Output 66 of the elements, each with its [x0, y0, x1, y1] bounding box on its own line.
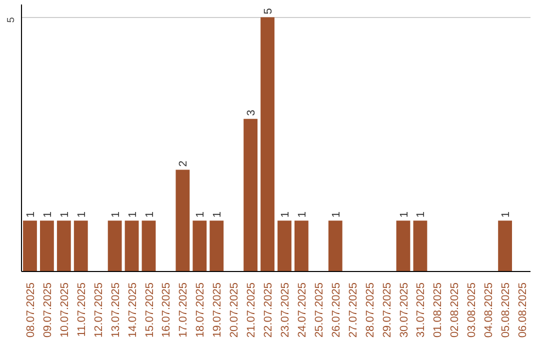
x-tick-label: 26.07.2025 [330, 282, 342, 338]
x-tick-label: 08.07.2025 [24, 282, 37, 338]
bar [396, 220, 410, 272]
data-label: 1 [296, 212, 308, 218]
x-tick-label: 12.07.2025 [92, 282, 105, 338]
x-tick-label: 18.07.2025 [194, 282, 207, 338]
x-tick-label: 20.07.2025 [228, 282, 241, 338]
x-tick-label: 10.07.2025 [58, 282, 71, 338]
data-label: 1 [194, 212, 207, 218]
data-label: 1 [500, 212, 512, 218]
data-label: 1 [24, 212, 37, 218]
data-label: 2 [178, 160, 190, 167]
x-tick-label: 16.07.2025 [160, 282, 173, 338]
bar [328, 220, 342, 272]
bar [498, 220, 512, 272]
bar [142, 220, 156, 272]
x-tick-label: 09.07.2025 [42, 282, 54, 338]
bar [260, 17, 274, 272]
x-tick-label: 01.08.2025 [432, 282, 444, 338]
bar [176, 170, 190, 272]
bar [294, 220, 308, 272]
x-tick-label: 24.07.2025 [296, 282, 308, 338]
x-tick-label: 23.07.2025 [279, 282, 292, 338]
bar [278, 220, 292, 272]
x-tick-label: 15.07.2025 [144, 282, 156, 338]
bar [56, 220, 71, 272]
x-tick-label: 04.08.2025 [483, 282, 496, 338]
data-label: 1 [212, 212, 224, 218]
bar [192, 220, 207, 272]
x-tick-label: 14.07.2025 [126, 282, 139, 338]
x-tick-label: 28.07.2025 [364, 282, 376, 338]
x-tick-label: 05.08.2025 [500, 282, 512, 338]
data-label: 1 [279, 212, 292, 218]
x-tick-label: 19.07.2025 [212, 282, 224, 338]
x-tick-label: 02.08.2025 [449, 282, 462, 338]
data-label: 1 [42, 212, 54, 218]
x-tick-label: 13.07.2025 [110, 282, 122, 338]
x-tick-label: 29.07.2025 [381, 282, 394, 338]
bar [244, 118, 258, 272]
bar [108, 220, 122, 272]
data-label: 1 [110, 212, 122, 218]
bar [74, 220, 88, 272]
data-label: 5 [262, 8, 275, 14]
x-tick-label: 11.07.2025 [76, 282, 88, 337]
x-tick-label: 03.08.2025 [466, 282, 478, 338]
bar [413, 220, 428, 272]
x-tick-label: 31.07.2025 [415, 282, 428, 338]
data-label: 1 [126, 212, 139, 218]
x-tick-label: 06.08.2025 [517, 282, 530, 338]
data-label: 1 [415, 212, 428, 218]
x-tick-label: 27.07.2025 [347, 282, 360, 338]
data-label: 1 [76, 212, 88, 218]
x-tick-label: 30.07.2025 [398, 282, 410, 338]
bar [23, 220, 37, 272]
x-tick-label: 21.07.2025 [246, 282, 258, 338]
x-tick-label: 17.07.2025 [178, 282, 190, 338]
bar [124, 220, 139, 272]
data-label: 1 [144, 212, 156, 218]
data-label: 1 [58, 212, 71, 218]
bar [40, 220, 54, 272]
data-label: 1 [330, 212, 342, 218]
bar [210, 220, 224, 272]
data-label: 1 [398, 212, 410, 218]
x-tick-label: 25.07.2025 [313, 282, 326, 338]
x-tick-label: 22.07.2025 [262, 282, 275, 338]
data-label: 3 [246, 110, 258, 116]
